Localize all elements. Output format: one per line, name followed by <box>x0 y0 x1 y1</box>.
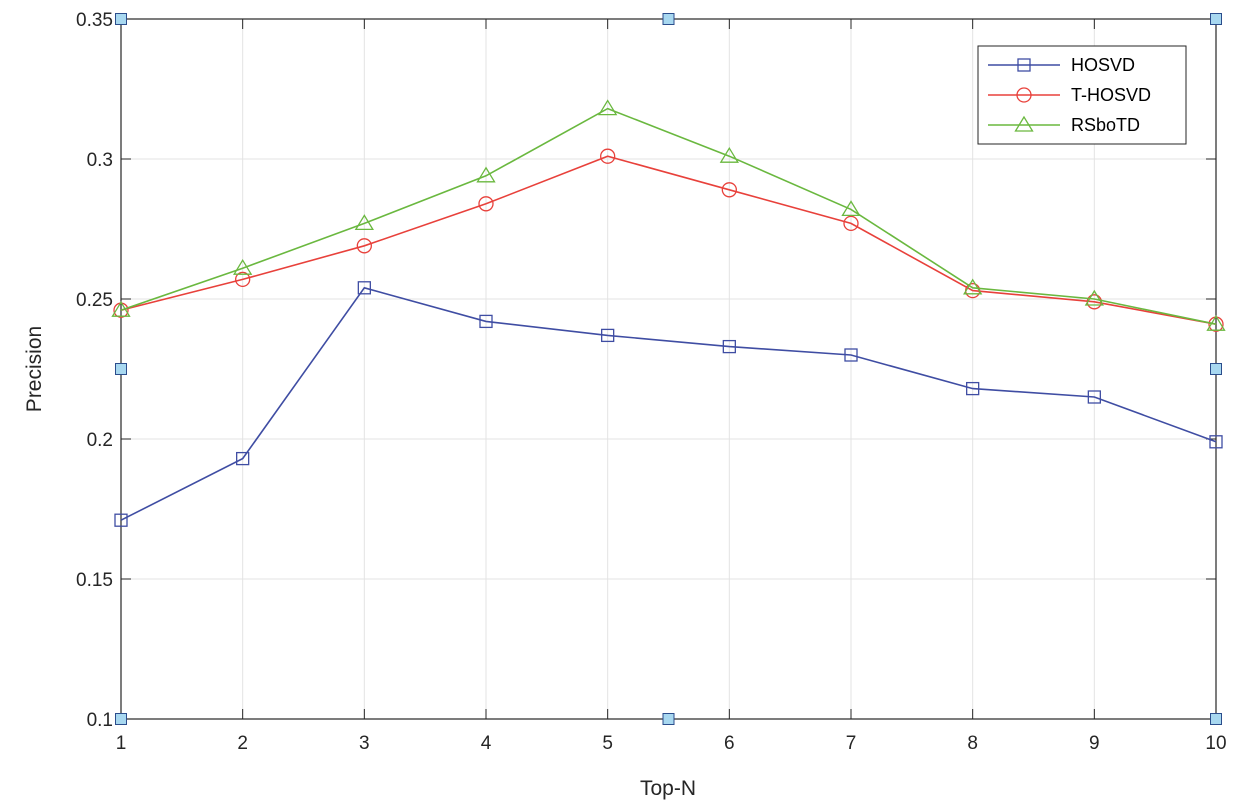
resize-handle[interactable] <box>115 363 127 375</box>
legend-marker <box>1017 58 1031 72</box>
y-tick-label: 0.35 <box>76 10 113 31</box>
x-tick-label: 1 <box>116 733 127 754</box>
data-point-hosvd <box>479 314 493 329</box>
data-point-t-hosvd <box>843 215 859 232</box>
resize-handle[interactable] <box>662 713 675 725</box>
data-point-hosvd <box>1209 435 1223 449</box>
y-tick-label: 0.25 <box>76 290 113 311</box>
data-point-hosvd <box>236 451 250 466</box>
data-point-rsbotd <box>1206 314 1226 331</box>
resize-handle[interactable] <box>1210 363 1222 375</box>
series-hosvd <box>114 281 1223 527</box>
data-point-t-hosvd <box>600 148 616 164</box>
series-group <box>111 99 1226 527</box>
legend-entry-hosvd: HOSVD <box>988 55 1135 75</box>
data-point-hosvd <box>966 381 980 396</box>
data-point-rsbotd <box>598 99 618 116</box>
y-axis-label: Precision <box>23 326 46 412</box>
x-tick-label: 2 <box>237 733 248 754</box>
resize-handle[interactable] <box>1210 13 1222 25</box>
y-tick-label: 0.1 <box>87 710 113 731</box>
x-tick-label: 8 <box>967 733 978 754</box>
data-point-rsbotd <box>1084 289 1104 306</box>
legend-marker <box>1016 87 1032 103</box>
data-point-rsbotd <box>354 214 374 231</box>
legend: HOSVD T-HOSVD RSboTD <box>977 45 1187 145</box>
data-point-rsbotd <box>111 300 131 317</box>
data-point-hosvd <box>601 328 615 343</box>
x-tick-label: 4 <box>481 733 492 754</box>
x-tick-label: 5 <box>602 733 613 754</box>
data-point-hosvd <box>357 281 371 295</box>
data-point-rsbotd <box>233 258 253 275</box>
resize-handle[interactable] <box>1210 713 1222 725</box>
data-point-hosvd <box>1087 390 1101 404</box>
x-axis-label: Top-N <box>640 777 696 800</box>
legend-entry-rsbotd: RSboTD <box>988 115 1140 135</box>
data-point-t-hosvd <box>356 238 372 254</box>
x-tick-label: 7 <box>846 733 857 754</box>
data-point-t-hosvd <box>235 271 251 288</box>
series-line-hosvd <box>120 286 1217 521</box>
x-tick-label: 6 <box>724 733 735 754</box>
data-point-rsbotd <box>719 146 739 163</box>
resize-handle[interactable] <box>115 13 127 25</box>
data-point-rsbotd <box>963 278 983 295</box>
data-point-hosvd <box>114 513 128 527</box>
data-point-rsbotd <box>841 200 861 217</box>
y-tick-label: 0.2 <box>87 430 113 451</box>
x-tick-label: 9 <box>1089 733 1100 754</box>
legend-label: RSboTD <box>1071 115 1140 135</box>
legend-entry-t-hosvd: T-HOSVD <box>988 85 1151 105</box>
data-point-t-hosvd <box>721 182 737 198</box>
legend-label: HOSVD <box>1071 55 1135 75</box>
y-tick-label: 0.3 <box>87 150 113 171</box>
x-tick-label: 10 <box>1205 733 1226 754</box>
data-point-hosvd <box>844 348 858 362</box>
series-rsbotd <box>111 99 1226 331</box>
edit-handles[interactable] <box>115 13 1222 725</box>
resize-handle[interactable] <box>662 13 675 25</box>
legend-label: T-HOSVD <box>1071 85 1151 105</box>
resize-handle[interactable] <box>115 713 127 725</box>
x-tick-label: 3 <box>359 733 370 754</box>
data-point-hosvd <box>722 339 736 354</box>
legend-marker <box>1014 115 1034 132</box>
series-line-t-hosvd <box>120 155 1217 325</box>
axis-ticks: 1 2 3 4 5 6 7 8 9 10 0.1 0.15 0.2 0.25 0.3 0.35 <box>76 10 1227 754</box>
y-tick-label: 0.15 <box>76 570 113 591</box>
series-line-rsbotd <box>120 107 1217 325</box>
data-point-rsbotd <box>476 166 496 183</box>
data-point-t-hosvd <box>478 196 494 212</box>
